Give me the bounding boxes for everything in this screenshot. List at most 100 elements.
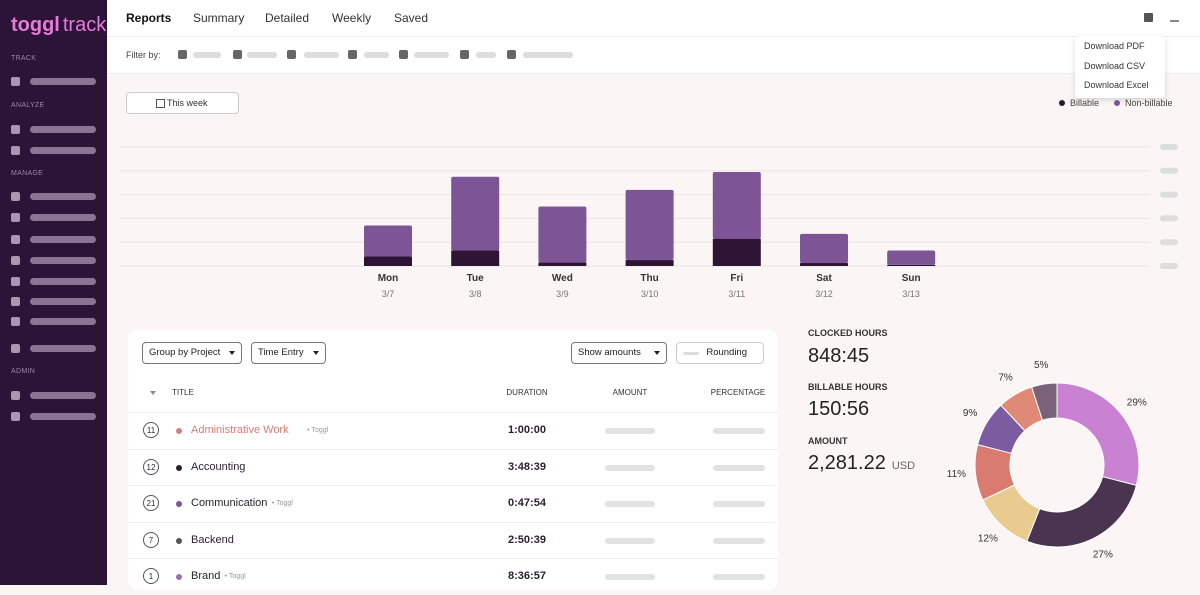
filter-icon[interactable] <box>399 50 408 59</box>
tab[interactable]: Summary <box>193 11 245 25</box>
table-row[interactable]: 1 Brand Toggl 8:36:57 <box>128 558 778 595</box>
bar-segment[interactable] <box>538 262 587 266</box>
placeholder <box>713 464 765 471</box>
bar-segment[interactable] <box>887 264 936 266</box>
bar-segment[interactable] <box>800 233 848 264</box>
table-card: Group by Project Time Entry Show amounts Ro… <box>128 330 778 590</box>
day-label: Mon <box>378 273 399 284</box>
column-header: DURATION <box>506 388 548 397</box>
nav-item[interactable] <box>30 236 96 243</box>
nav-item[interactable] <box>30 126 96 133</box>
bar-segment[interactable] <box>364 225 412 257</box>
nav-item[interactable] <box>30 214 96 221</box>
expand-toggle <box>150 391 156 398</box>
legend-item: Non-billable <box>1114 98 1173 108</box>
date-range[interactable]: This week <box>167 98 208 108</box>
menu-item[interactable]: Download PDF <box>1084 41 1145 51</box>
filter-icon[interactable] <box>507 50 516 59</box>
menu-item[interactable]: Download CSV <box>1084 60 1146 71</box>
donut-label: 11% <box>947 469 966 480</box>
column-header[interactable]: TITLE <box>172 388 194 397</box>
filter-icon[interactable] <box>233 50 242 59</box>
table-row[interactable]: 21 Communication Toggl 0:47:54 <box>128 485 778 522</box>
placeholder <box>605 464 655 471</box>
nav-item[interactable] <box>30 147 96 154</box>
placeholder <box>605 501 655 507</box>
table-row[interactable]: 7 Backend 2:50:39 <box>128 521 778 559</box>
filter-icon[interactable] <box>348 50 357 59</box>
dropdown[interactable]: Show amounts <box>571 342 667 364</box>
download-menu: Download PDF Download CSV Download Excel <box>1075 36 1165 98</box>
tab[interactable]: Saved <box>394 11 429 25</box>
nav-item[interactable] <box>30 78 96 85</box>
donut-segment[interactable] <box>1031 382 1058 421</box>
bar-segment[interactable] <box>451 176 500 251</box>
donut-label: 7% <box>998 373 1013 384</box>
stat-number: 150:56 <box>808 398 870 420</box>
filter-label: Filter by: <box>126 50 161 60</box>
nav-icon <box>11 317 20 326</box>
nav-item[interactable] <box>30 413 96 420</box>
dropdown[interactable]: Group by Project <box>142 342 242 364</box>
stat-label: AMOUNT <box>808 436 848 446</box>
dropdown[interactable]: Time Entry <box>251 342 326 364</box>
filter-icon[interactable] <box>287 50 296 59</box>
filter-icon[interactable] <box>178 50 187 59</box>
donut-segment[interactable] <box>1056 382 1140 487</box>
nav-item[interactable] <box>30 257 96 264</box>
bar-segment[interactable] <box>625 260 674 266</box>
control-label: Time Entry <box>258 347 304 358</box>
table-row[interactable]: 11 Administrative Work Toggl 1:00:00 <box>128 412 778 449</box>
bar-segment[interactable] <box>712 238 761 266</box>
date-label: 3/9 <box>556 289 569 299</box>
nav-icon <box>11 213 20 222</box>
duration: 2:50:39 <box>508 533 546 546</box>
control-label: Group by Project <box>149 347 221 358</box>
table-row[interactable]: 12 Accounting 3:48:39 <box>128 448 778 486</box>
duration: 8:36:57 <box>508 570 546 582</box>
sidebar-section: MANAGE <box>11 170 44 177</box>
nav-icon <box>11 391 20 400</box>
dropdown[interactable]: Rounding <box>676 342 764 364</box>
date-label: 3/7 <box>382 289 395 299</box>
download-icon[interactable] <box>1170 13 1179 22</box>
tab[interactable]: Reports <box>126 11 172 25</box>
menu-item[interactable]: Download Excel <box>1084 80 1149 90</box>
nav-item[interactable] <box>30 193 96 200</box>
nav-item[interactable] <box>30 318 96 325</box>
tick-placeholder <box>1160 144 1178 150</box>
donut-label: 29% <box>1127 398 1147 409</box>
tab[interactable]: Weekly <box>332 11 372 25</box>
placeholder <box>605 537 655 544</box>
nav-item[interactable] <box>30 278 96 285</box>
date-label: 3/10 <box>641 289 659 299</box>
entry-count: 1 <box>143 568 159 584</box>
bar-segment[interactable] <box>538 206 587 263</box>
caret <box>313 351 319 358</box>
nav-item[interactable] <box>30 345 96 352</box>
project-dot <box>176 464 182 471</box>
donut-segment[interactable] <box>1026 476 1138 548</box>
sidebar: toggl track TRACK ANALYZE MANAGE ADMIN <box>0 0 107 585</box>
bar-segment[interactable] <box>364 256 412 266</box>
entry-count: 21 <box>143 495 159 511</box>
date-label: 3/11 <box>728 289 745 299</box>
logo-suffix: track <box>62 14 107 36</box>
tab[interactable]: Detailed <box>265 11 310 25</box>
filter-icon[interactable] <box>460 50 469 59</box>
bar-segment[interactable] <box>800 263 848 266</box>
placeholder <box>476 52 496 58</box>
project-name: Administrative Work <box>191 424 289 436</box>
entry-count: 11 <box>143 422 159 438</box>
project-dot <box>176 428 182 434</box>
placeholder <box>414 52 449 58</box>
date-label: 3/12 <box>815 289 833 299</box>
bar-segment[interactable] <box>887 250 936 265</box>
nav-item[interactable] <box>30 392 96 399</box>
bar-segment[interactable] <box>451 250 500 266</box>
bar-segment[interactable] <box>712 171 761 239</box>
save-icon[interactable] <box>1144 13 1153 22</box>
bar-segment[interactable] <box>625 189 674 261</box>
nav-item[interactable] <box>30 298 96 305</box>
